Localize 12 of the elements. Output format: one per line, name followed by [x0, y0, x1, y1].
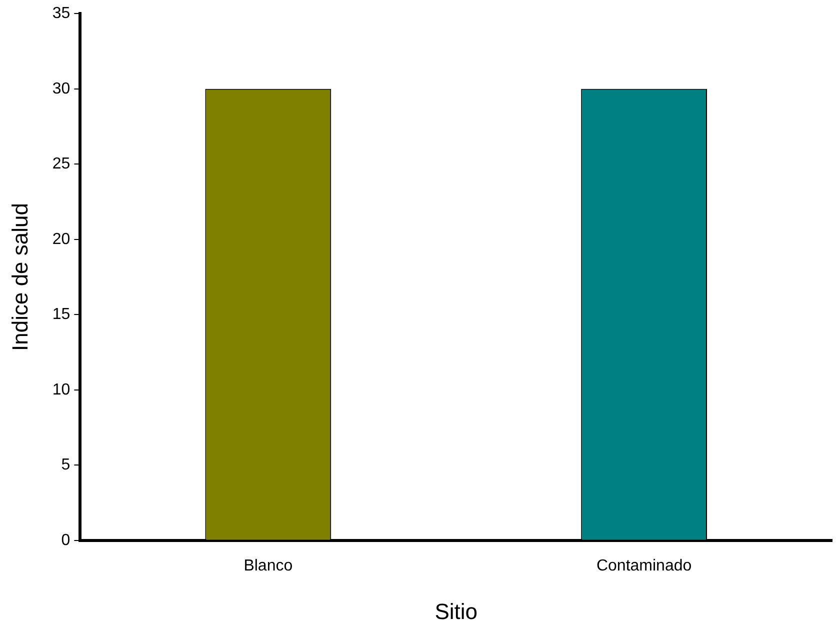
y-tick-label: 25 — [52, 156, 70, 173]
x-axis-title: Sitio — [434, 598, 478, 624]
x-tick-label: Blanco — [244, 557, 293, 574]
y-tick-label: 30 — [52, 80, 70, 98]
y-axis-title: Indice de salud — [7, 203, 32, 351]
y-tick-label: 10 — [52, 381, 70, 398]
y-tick-label: 35 — [52, 5, 70, 22]
y-tick-label: 0 — [61, 532, 70, 549]
y-tick-label: 20 — [52, 230, 70, 248]
y-tick-label: 5 — [61, 456, 70, 474]
x-tick-label: Contaminado — [596, 557, 692, 574]
y-tick-label: 15 — [52, 306, 70, 324]
